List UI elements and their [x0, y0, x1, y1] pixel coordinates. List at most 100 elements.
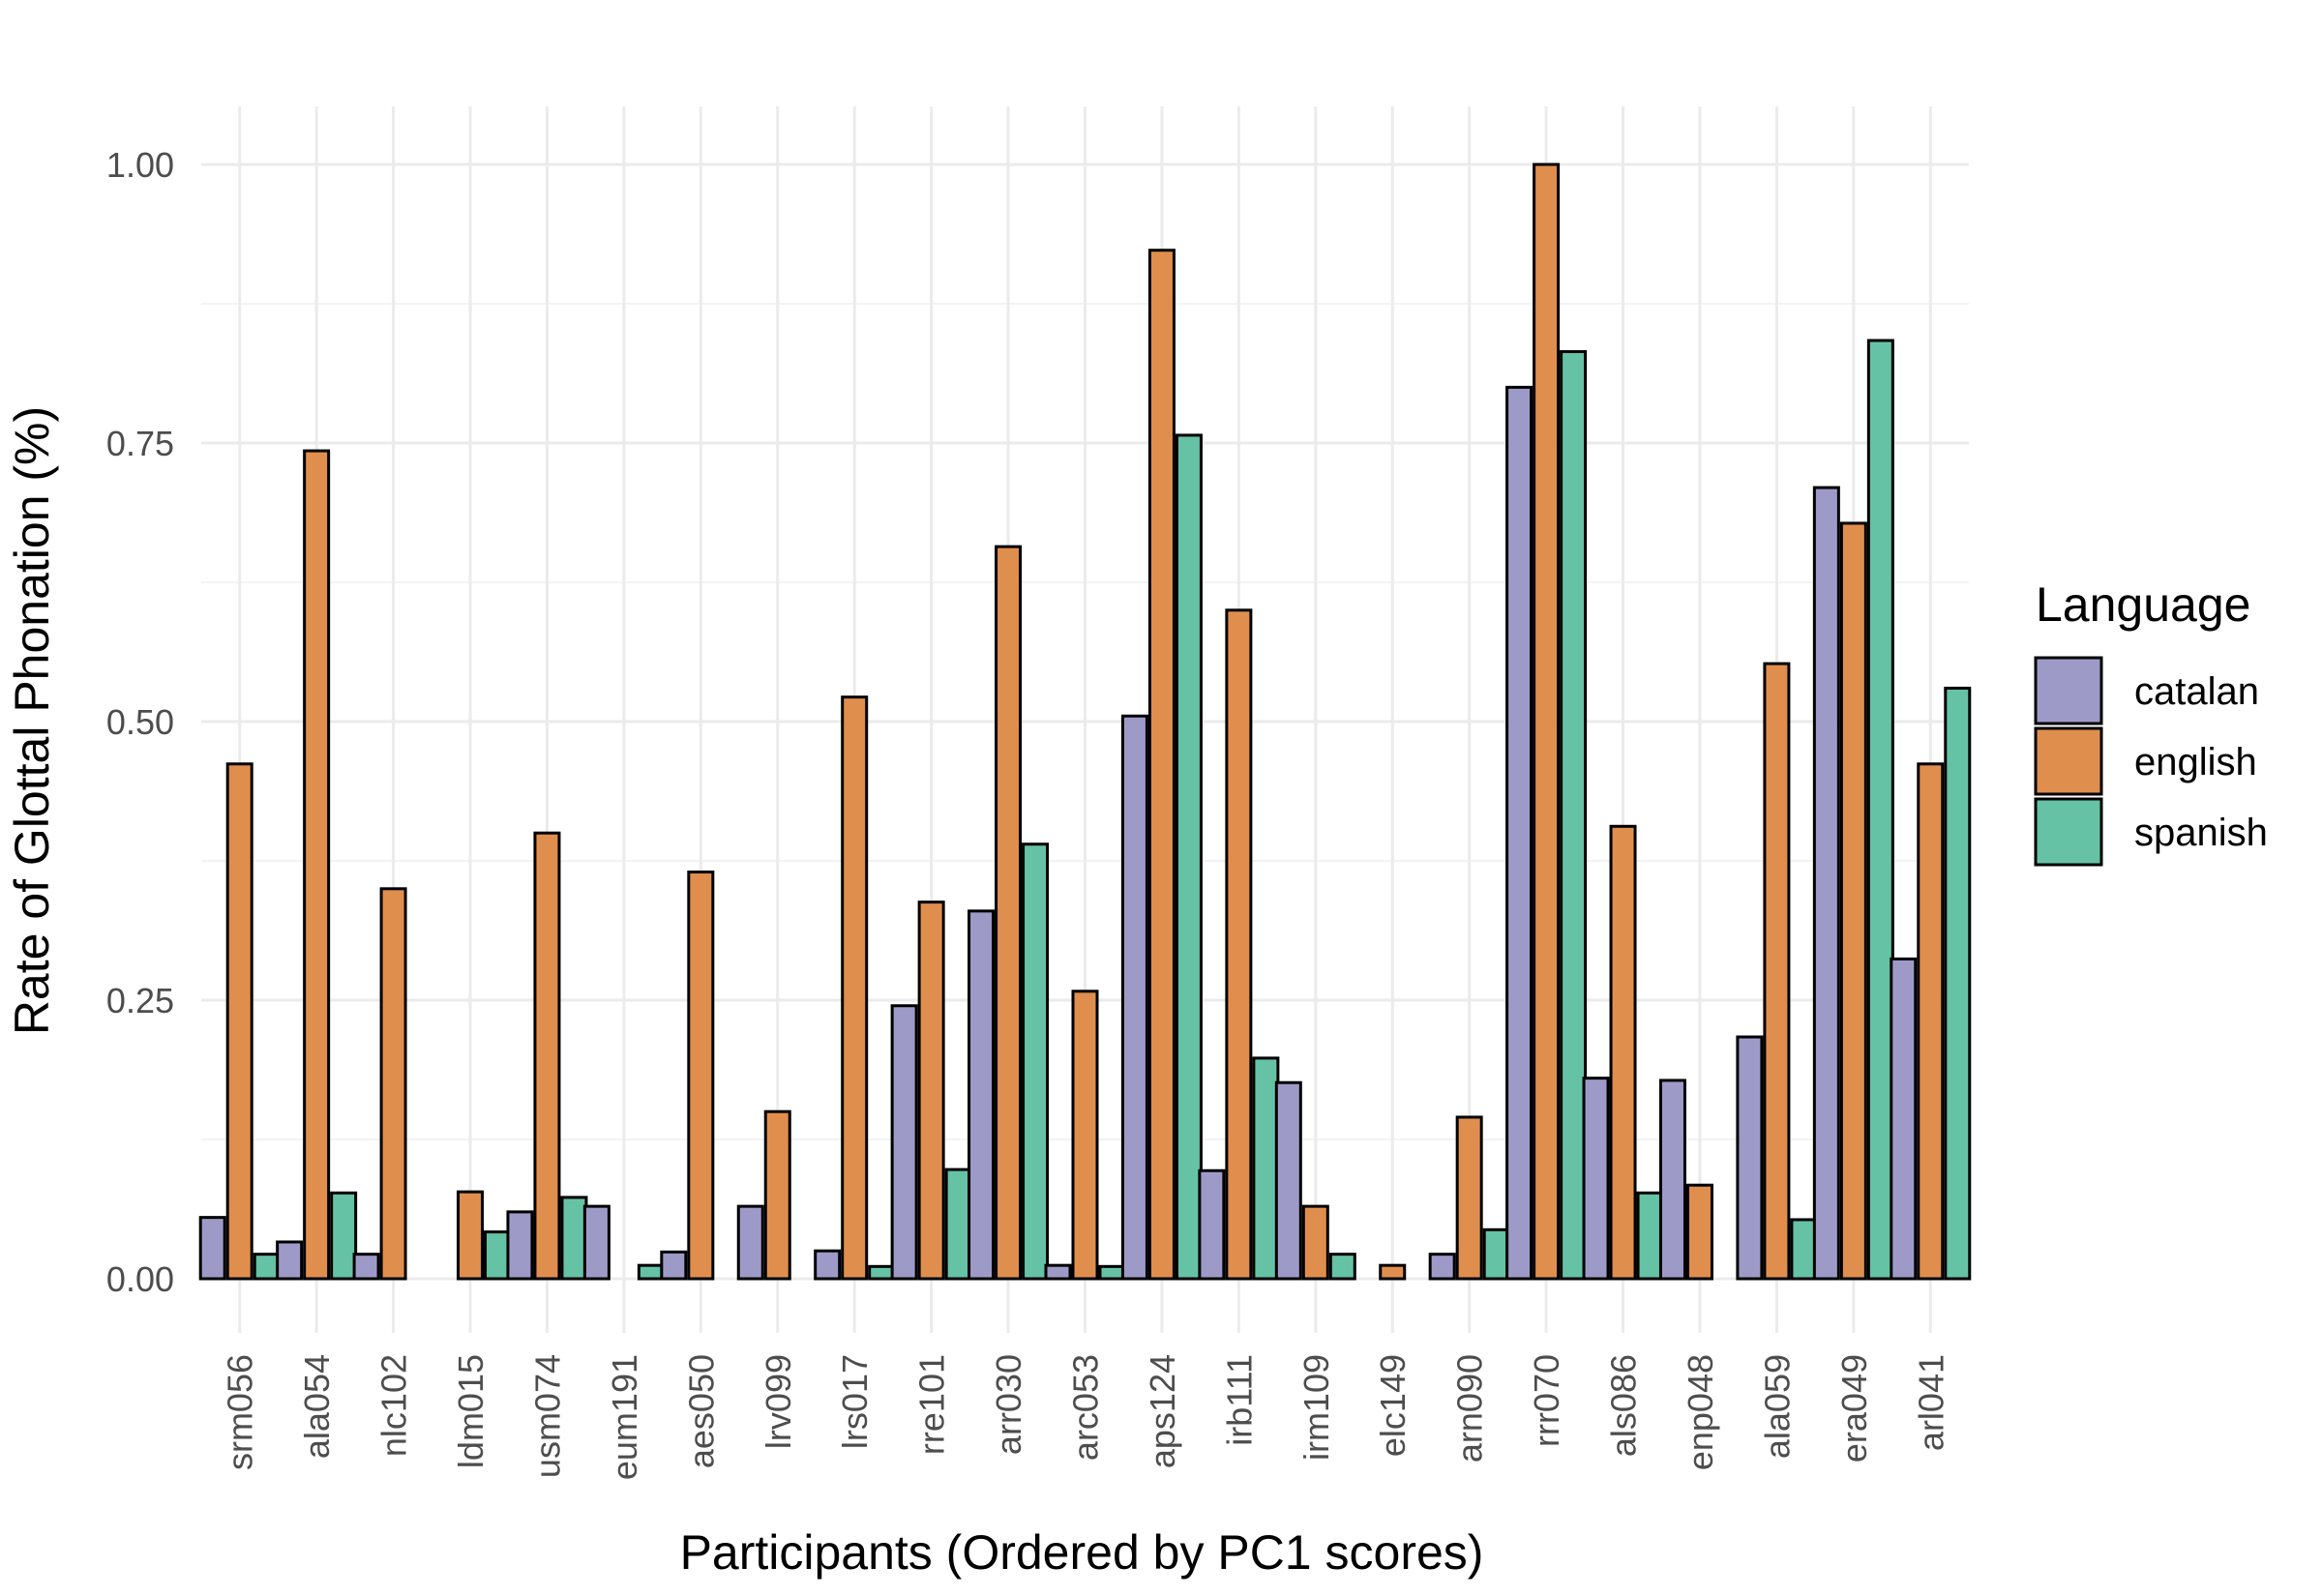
- bar-english: [1301, 1204, 1329, 1281]
- bar-catalan: [1658, 1079, 1686, 1281]
- bar-spanish: [1790, 1218, 1818, 1281]
- bar-english: [1455, 1115, 1483, 1281]
- x-tick-label: rrr070: [1527, 1354, 1566, 1447]
- bar-spanish: [253, 1253, 281, 1281]
- bar-catalan: [736, 1204, 764, 1281]
- bar-catalan: [1890, 957, 1918, 1281]
- bar-spanish: [1944, 686, 1972, 1281]
- bar-spanish: [1636, 1191, 1664, 1281]
- x-tick-label: aes050: [681, 1354, 721, 1468]
- x-tick-label: ldm015: [451, 1354, 491, 1468]
- bar-english: [1609, 824, 1637, 1281]
- legend-label-english: english: [2134, 741, 2257, 783]
- x-tick-label: elc149: [1373, 1354, 1413, 1457]
- bar-spanish: [1866, 339, 1894, 1281]
- x-tick-label: lrv099: [759, 1354, 798, 1449]
- bar-english: [917, 901, 945, 1281]
- bar-english: [379, 887, 407, 1281]
- x-tick-label: arr030: [989, 1354, 1028, 1455]
- legend-title: Language: [2036, 577, 2250, 632]
- bar-spanish: [1560, 350, 1588, 1281]
- x-tick-label: irm109: [1296, 1354, 1336, 1461]
- bar-english: [1225, 608, 1253, 1281]
- bar-english: [1147, 249, 1176, 1281]
- bar-spanish: [637, 1263, 665, 1281]
- y-axis-ticks: 0.00 0.25 0.50 0.75 1.00: [106, 145, 174, 1299]
- bar-catalan: [1044, 1263, 1072, 1281]
- x-tick-label: eum191: [605, 1354, 644, 1480]
- x-tick-label: arc053: [1066, 1354, 1106, 1461]
- x-tick-label: usm074: [527, 1354, 567, 1478]
- bar-catalan: [890, 1004, 918, 1281]
- bar-catalan: [506, 1210, 534, 1281]
- x-tick-label: rre101: [912, 1354, 952, 1455]
- bar-english: [1839, 521, 1867, 1281]
- legend: Language catalan english spanish: [2034, 577, 2268, 867]
- x-tick-label: ala054: [297, 1354, 337, 1459]
- bar-english: [303, 449, 331, 1281]
- bar-spanish: [1328, 1253, 1356, 1281]
- x-tick-label: aps124: [1143, 1354, 1182, 1468]
- bar-spanish: [1022, 842, 1050, 1281]
- bar-english: [1685, 1183, 1713, 1281]
- bar-english: [457, 1190, 485, 1281]
- bar-english: [1533, 163, 1561, 1281]
- legend-label-catalan: catalan: [2134, 670, 2259, 713]
- x-tick-label: arn090: [1450, 1354, 1490, 1463]
- bar-spanish: [1175, 433, 1203, 1281]
- bar-english: [533, 831, 561, 1281]
- legend-label-spanish: spanish: [2134, 812, 2268, 854]
- bar-english: [1071, 990, 1099, 1281]
- bar-catalan: [660, 1250, 688, 1281]
- bar-catalan: [1505, 385, 1533, 1281]
- bar-spanish: [868, 1264, 896, 1281]
- x-tick-label: irb111: [1219, 1354, 1259, 1446]
- y-tick-label: 1.00: [106, 145, 174, 185]
- x-axis-ticks: srm056 ala054 nlc102 ldm015 usm074 eum191 aes0…: [221, 1354, 1951, 1480]
- y-tick-label: 0.50: [106, 702, 174, 742]
- x-axis-title: Participants (Ordered by PC1 scores): [680, 1525, 1484, 1580]
- bar-english: [763, 1109, 791, 1281]
- bars: [198, 163, 1972, 1281]
- bar-catalan: [1736, 1035, 1764, 1281]
- bar-catalan: [1582, 1077, 1610, 1281]
- bar-catalan: [276, 1240, 304, 1281]
- bar-spanish: [1482, 1227, 1510, 1281]
- bar-english: [841, 695, 869, 1281]
- bar-english: [225, 762, 253, 1281]
- x-tick-label: srm056: [221, 1354, 260, 1470]
- bar-english: [1917, 762, 1945, 1281]
- bar-spanish: [944, 1167, 972, 1281]
- bar-catalan: [1198, 1168, 1226, 1281]
- x-tick-label: ala059: [1757, 1354, 1797, 1459]
- bar-catalan: [1428, 1253, 1456, 1281]
- x-tick-label: als086: [1604, 1354, 1644, 1457]
- bar-catalan: [582, 1204, 610, 1281]
- bar-catalan: [1812, 486, 1840, 1281]
- y-tick-label: 0.25: [106, 981, 174, 1020]
- x-tick-label: nlc102: [374, 1354, 414, 1457]
- bar-spanish: [484, 1230, 512, 1281]
- bar-spanish: [330, 1191, 358, 1281]
- bar-english: [1379, 1263, 1407, 1281]
- bar-spanish: [560, 1196, 588, 1281]
- legend-key-spanish: [2034, 797, 2103, 867]
- y-axis-title: Rate of Glottal Phonation (%): [5, 406, 59, 1035]
- bar-catalan: [352, 1253, 380, 1281]
- x-tick-label: enp048: [1681, 1354, 1720, 1470]
- bar-english: [687, 871, 715, 1281]
- bar-english: [1763, 662, 1791, 1281]
- bar-catalan: [968, 909, 996, 1281]
- bar-spanish: [1252, 1056, 1280, 1281]
- x-tick-label: era049: [1834, 1354, 1874, 1463]
- x-tick-label: lrs017: [835, 1354, 875, 1449]
- legend-key-english: [2034, 726, 2103, 796]
- y-tick-label: 0.00: [106, 1259, 174, 1299]
- bar-catalan: [814, 1249, 842, 1281]
- legend-key-catalan: [2034, 656, 2103, 725]
- bar-catalan: [1120, 714, 1148, 1281]
- y-tick-label: 0.75: [106, 424, 174, 463]
- bar-spanish: [1098, 1264, 1126, 1281]
- bar-english: [995, 545, 1023, 1281]
